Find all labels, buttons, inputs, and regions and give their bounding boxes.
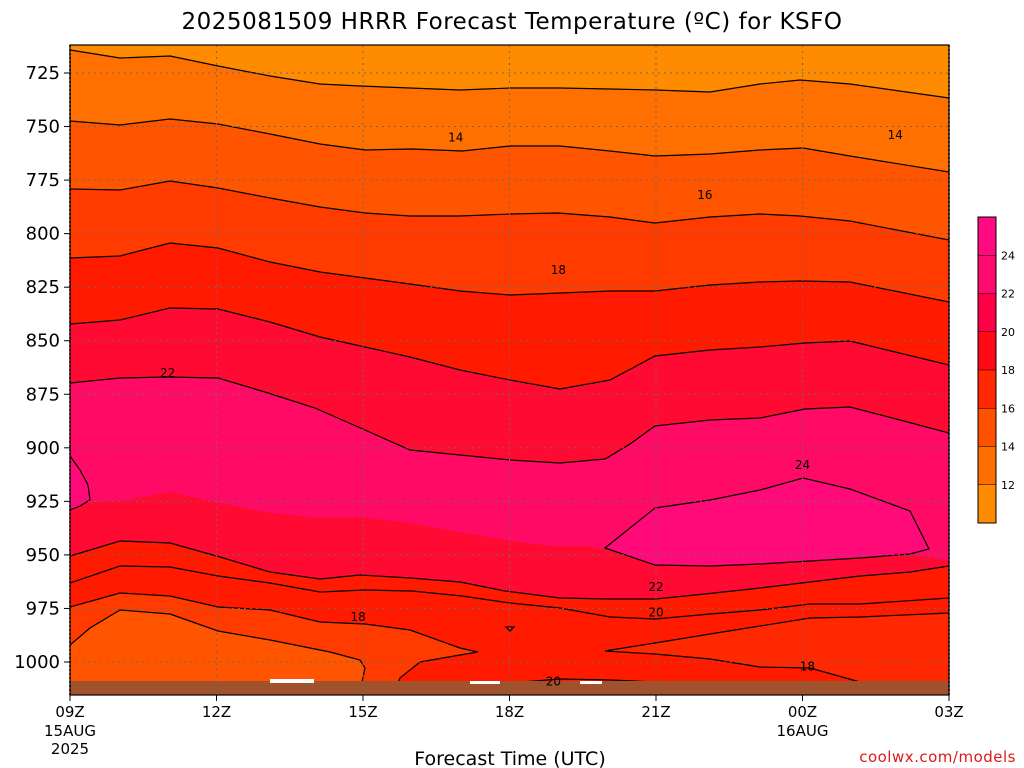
ground-gap-2 (470, 681, 500, 684)
grid (70, 45, 949, 695)
contour-label: 22 (160, 366, 175, 380)
contour-label: 14 (888, 128, 903, 142)
x-tick-label: 09Z (55, 703, 84, 721)
contour-12 (70, 49, 949, 99)
colorbar-swatch (978, 370, 996, 409)
contour-16-lower (70, 609, 366, 690)
x-tick-sublabel: 2025 (51, 740, 89, 758)
y-tick-label: 1000 (14, 652, 60, 673)
x-tick-label: 21Z (641, 703, 670, 721)
contour-20 (70, 307, 949, 390)
x-tick-label: 03Z (934, 703, 963, 721)
colorbar-tick-label: 12 (1001, 479, 1015, 492)
contour-18-right (604, 612, 949, 652)
contour-label: 20 (648, 606, 663, 620)
x-tick-sublabel: 16AUG (777, 722, 829, 740)
colorbar-swatch (978, 255, 996, 294)
y-tick-label: 800 (26, 224, 60, 245)
contour-16 (70, 180, 949, 241)
contour-label: 16 (697, 188, 712, 202)
band-above-24-left (70, 456, 90, 510)
colorbar-swatch (978, 446, 996, 486)
y-tick-label: 850 (26, 331, 60, 352)
contour-labels: 14 14 16 18 22 24 22 20 18 18 20 (160, 128, 903, 688)
ground-gap-1 (270, 679, 314, 683)
colorbar-swatch (978, 331, 996, 371)
contour-18 (70, 242, 949, 303)
colorbar-tick-label: 18 (1001, 364, 1015, 377)
x-tick-label: 18Z (495, 703, 524, 721)
colorbar-tick-label: 16 (1001, 402, 1015, 415)
band-low-18-20-right (605, 613, 949, 695)
y-tick-label: 975 (26, 598, 60, 619)
contour-label: 18 (350, 610, 365, 624)
contour-22-lower (70, 540, 949, 600)
colorbar-tick-label: 22 (1001, 288, 1015, 301)
contour-22-upper (70, 376, 949, 464)
ground-gap-3 (580, 681, 602, 684)
chart-title: 2025081509 HRRR Forecast Temperature (ºC… (182, 9, 843, 35)
colorbar-tick-label: 14 (1001, 441, 1015, 454)
band-low-16-18 (70, 610, 365, 695)
contour-label: 14 (448, 130, 463, 144)
x-tick-label: 00Z (788, 703, 817, 721)
y-tick-label: 925 (26, 491, 60, 512)
y-tick-label: 950 (26, 545, 60, 566)
plot-area: 14 14 16 18 22 24 22 20 18 18 20 (70, 45, 949, 695)
y-tick-label: 825 (26, 277, 60, 298)
contour-label: 18 (800, 659, 815, 673)
contour-lines (70, 49, 949, 691)
contour-24-right (603, 477, 930, 567)
contour-label: 24 (795, 458, 810, 472)
contour-20-lower (70, 565, 949, 620)
colorbar-swatch (978, 408, 996, 447)
y-tick-label: 900 (26, 438, 60, 459)
contour-label: 20 (546, 674, 561, 688)
contour-label: 18 (551, 263, 566, 277)
band-above-24 (605, 478, 929, 566)
x-tick-label: 12Z (202, 703, 231, 721)
colorbar-tick-label: 24 (1001, 249, 1015, 262)
colorbar-swatch (978, 217, 996, 256)
y-tick-label: 750 (26, 117, 60, 138)
y-tick-label: 725 (26, 63, 60, 84)
contour-label: 22 (648, 580, 663, 594)
x-tick-sublabel: 15AUG (44, 722, 96, 740)
colorbar: 12 14 16 18 20 22 24 (977, 216, 1015, 524)
contour-24-left (70, 455, 91, 511)
colorbar-tick-label: 20 (1001, 326, 1015, 339)
contour-14 (70, 118, 949, 173)
y-axis: 725 750 775 800 825 850 875 900 925 950 975 1000 (14, 63, 70, 673)
colorbar-swatch (978, 293, 996, 333)
colorbar-swatch (978, 484, 996, 524)
x-axis-label: Forecast Time (UTC) (414, 748, 605, 768)
credit-link[interactable]: coolwx.com/models (859, 748, 1016, 766)
x-tick-label: 15Z (348, 703, 377, 721)
contour-18-lower (70, 592, 479, 691)
y-tick-label: 875 (26, 384, 60, 405)
y-tick-label: 775 (26, 170, 60, 191)
